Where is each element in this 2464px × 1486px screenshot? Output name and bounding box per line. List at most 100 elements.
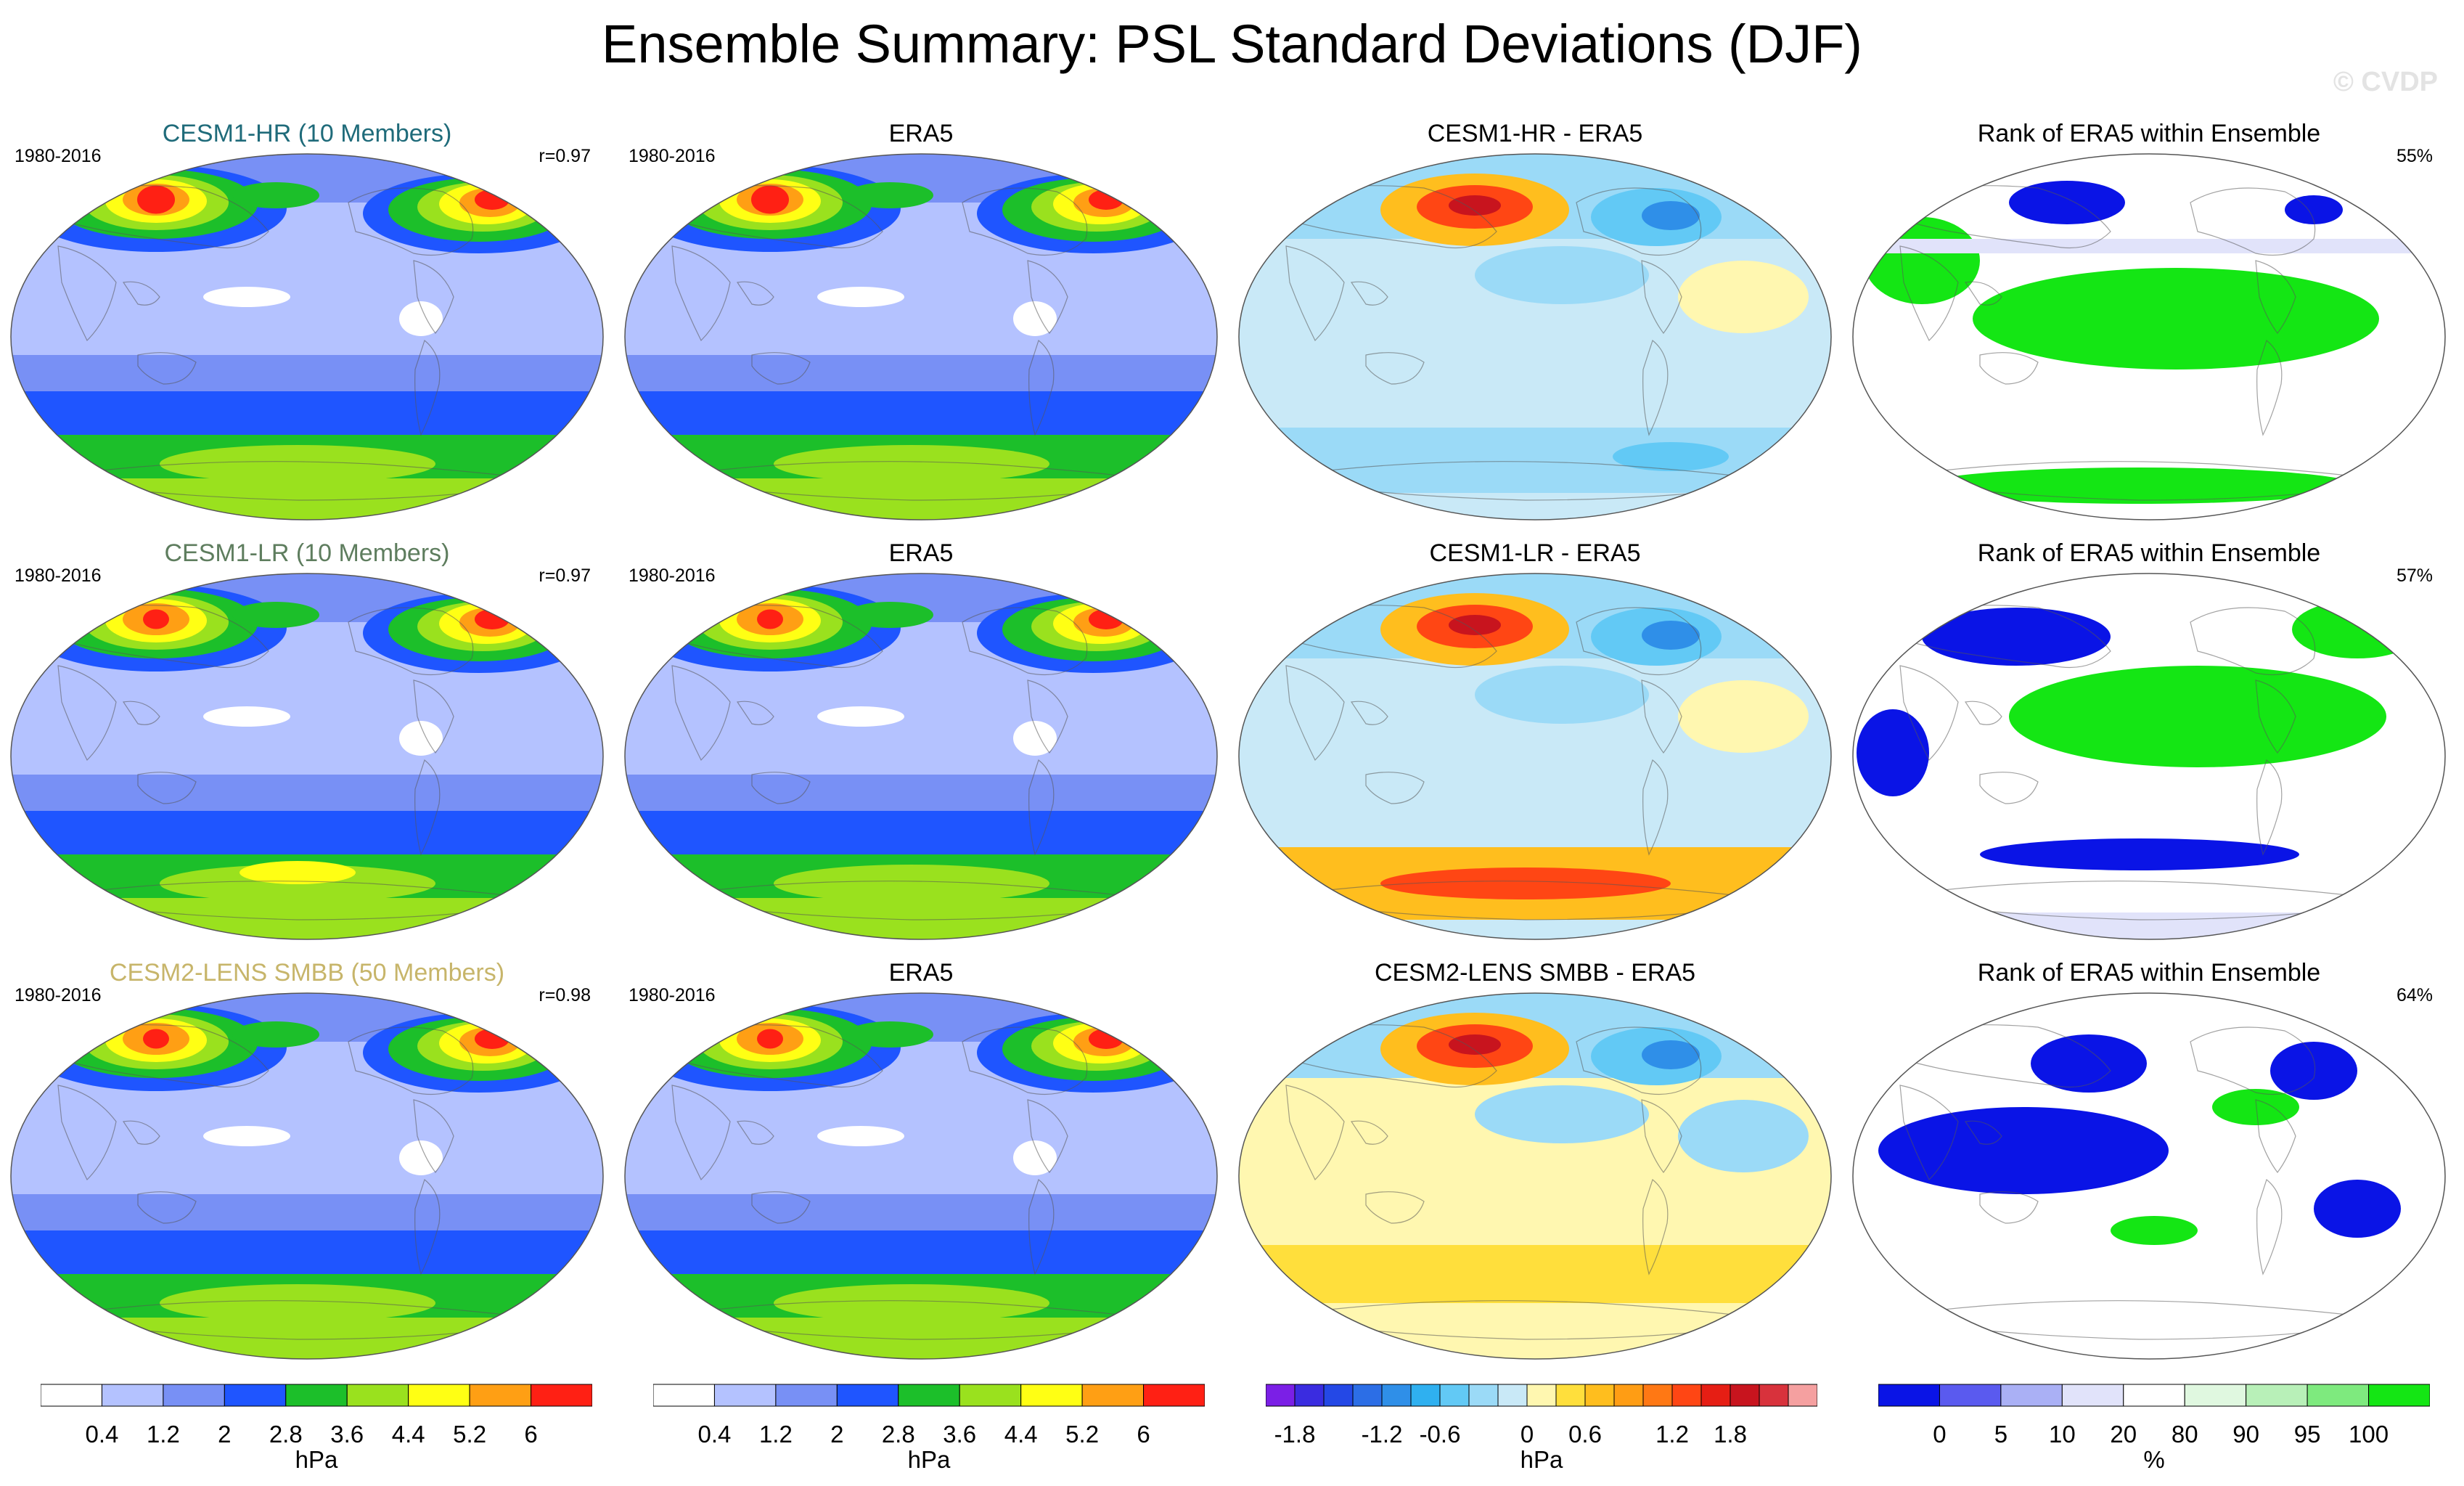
continent-outline-6 — [1350, 281, 1388, 306]
continent-outline-5 — [1899, 245, 1959, 342]
colorbar-tick-label: 20 — [2110, 1421, 2137, 1448]
diff-neg-natl-core — [1642, 201, 1700, 230]
map-obs — [624, 153, 1218, 520]
rank-percent: 64% — [2396, 985, 2433, 1005]
continent-outline-4 — [664, 1024, 883, 1087]
pattern-correlation: r=0.97 — [539, 566, 591, 586]
continent-outline-2 — [1027, 679, 1068, 754]
rank-blue-natl — [2270, 1042, 2357, 1100]
panel-diff-row1: CESM1-HR - ERA5 — [1228, 120, 1842, 539]
continent-outline-6 — [736, 701, 774, 725]
period-label: 1980-2016 — [15, 985, 102, 1005]
continent-outline-7 — [1365, 352, 1425, 385]
colorbar-swatches — [41, 1384, 592, 1407]
continent-outline-4 — [664, 605, 883, 668]
continent-outline-2 — [413, 1099, 454, 1174]
period-label: 1980-2016 — [15, 146, 102, 166]
continent-outline-2 — [1027, 260, 1068, 335]
map-boundary — [624, 573, 1218, 940]
colorbar-swatch — [163, 1384, 225, 1407]
colorbar-swatch — [1584, 1384, 1615, 1407]
sd-antarctic-lime — [160, 1284, 435, 1322]
continent-outline-4 — [1278, 605, 1497, 668]
colorbar-swatches — [1878, 1384, 2430, 1407]
panel-title: Rank of ERA5 within Ensemble — [1977, 959, 2321, 987]
map-obs — [624, 573, 1218, 940]
colorbar-tick-label: 0 — [1933, 1421, 1947, 1448]
continent-outline-4 — [664, 185, 883, 248]
continent-outline-7 — [1979, 772, 2039, 804]
rank-blue-southern — [1980, 838, 2299, 870]
colorbar-swatch — [1143, 1384, 1205, 1407]
rank-blue-satl — [2314, 1180, 2401, 1238]
colorbar-tick-label: 0.4 — [85, 1421, 119, 1448]
colorbar-tick-label: 2 — [218, 1421, 232, 1448]
colorbar-swatch — [2184, 1384, 2247, 1407]
continent-outline-6 — [1964, 1120, 2002, 1145]
map-field — [1853, 993, 2445, 1359]
panel-title: ERA5 — [888, 120, 954, 147]
continent-outline-6 — [122, 281, 160, 306]
continent-outline-2 — [2255, 260, 2296, 335]
diff-southern-warm — [1239, 1245, 1831, 1303]
map-field — [11, 993, 603, 1359]
continent-outline-5 — [1899, 665, 1959, 762]
panel-obs-row1: ERA5 1980-2016 — [614, 120, 1228, 539]
continent-outline-4 — [1892, 1024, 2111, 1087]
colorbar-tick-label: 0.6 — [1568, 1421, 1602, 1448]
colorbar-swatch — [898, 1384, 960, 1407]
continent-outline-3 — [1642, 1178, 1669, 1275]
pattern-correlation: r=0.97 — [539, 146, 591, 166]
diff-atl-mid — [1678, 1100, 1809, 1172]
map-boundary — [10, 573, 604, 940]
continent-outline-2 — [413, 260, 454, 335]
panel-rank-row3: Rank of ERA5 within Ensemble 64% — [1842, 959, 2456, 1379]
sd-southern-deepblue — [625, 811, 1217, 854]
colorbar-tick-label: 2.8 — [881, 1421, 915, 1448]
sd-siberia-green — [232, 602, 319, 628]
continent-outline-5 — [1285, 665, 1345, 762]
continent-outline-1 — [2190, 1026, 2316, 1095]
colorbar-swatch — [1020, 1384, 1083, 1407]
continent-outline-6 — [1350, 701, 1388, 725]
sd-southern-midblue — [11, 355, 603, 391]
continent-outline-1 — [2190, 187, 2316, 256]
map-rank — [1852, 573, 2446, 940]
sd-natl-red — [475, 609, 509, 629]
rank-pale-polar — [1853, 913, 2445, 939]
rank-blue-natl — [2285, 195, 2343, 224]
colorbar-swatch — [1555, 1384, 1586, 1407]
colorbar-swatch — [346, 1384, 409, 1407]
sd-tropics-minimum — [817, 706, 904, 727]
colorbar-tick-label: 5.2 — [453, 1421, 487, 1448]
colorbar-tick-label: 5.2 — [1065, 1421, 1100, 1448]
colorbar-swatches — [653, 1384, 1205, 1407]
colorbar-tick-label: 10 — [2048, 1421, 2076, 1448]
colorbar-swatch — [1730, 1384, 1760, 1407]
colorbar-swatch — [224, 1384, 287, 1407]
rank-percent: 55% — [2396, 146, 2433, 166]
sd-siberia-green — [232, 182, 319, 208]
colorbar-tick-label: 2 — [830, 1421, 844, 1448]
continent-outline-5 — [57, 1085, 117, 1181]
colorbar-tick-label: 1.8 — [1714, 1421, 1747, 1448]
continent-outline-7 — [1979, 352, 2039, 385]
colorbar-swatches — [1266, 1384, 1817, 1407]
map-model — [10, 153, 604, 520]
rank-green-natl — [2292, 600, 2423, 658]
rank-blue-indian — [1878, 1107, 2169, 1194]
continent-outline-6 — [736, 1120, 774, 1145]
map-boundary — [1852, 153, 2446, 520]
rank-green-southern — [2111, 1216, 2198, 1245]
diff-neg-tropics — [1475, 246, 1649, 304]
rank-green-pacific — [2212, 1089, 2299, 1125]
sd-tropics-minimum — [203, 706, 290, 727]
colorbar-swatch — [285, 1384, 348, 1407]
continent-outline-2 — [1641, 679, 1682, 754]
sd-tropics-minimum — [203, 287, 290, 307]
diff-pos-npac-peak — [1449, 615, 1501, 635]
rank-green-southern — [1922, 468, 2357, 504]
colorbar-swatch — [2123, 1384, 2185, 1407]
sd-natl-red — [1089, 1029, 1123, 1049]
continent-outline-3 — [1642, 759, 1669, 856]
